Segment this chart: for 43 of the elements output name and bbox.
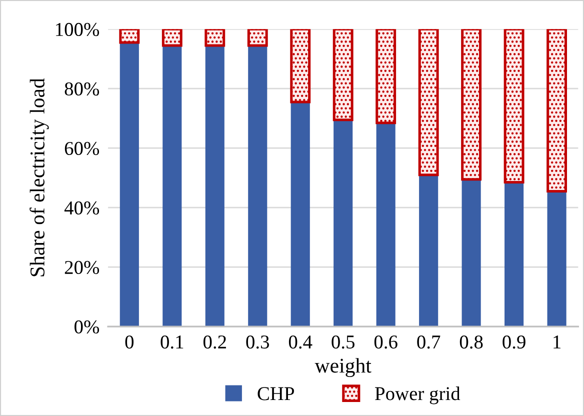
legend-label: CHP bbox=[258, 387, 294, 400]
bar bbox=[504, 182, 524, 327]
x-axis-title: weight bbox=[314, 358, 372, 378]
bar bbox=[332, 29, 354, 122]
bar bbox=[462, 178, 481, 327]
bar bbox=[204, 29, 226, 47]
bar bbox=[247, 29, 268, 47]
bar bbox=[546, 29, 568, 192]
x-tick-label: 0.8 bbox=[460, 335, 483, 349]
y-axis-title: Share of electricity load bbox=[30, 78, 49, 276]
bar bbox=[334, 119, 353, 327]
x-tick-label: 0.7 bbox=[417, 335, 440, 349]
x-tick-label: 0 bbox=[125, 335, 134, 349]
bar bbox=[504, 29, 524, 184]
bar bbox=[418, 29, 439, 176]
bar bbox=[419, 174, 438, 327]
y-tick-label: 20% bbox=[64, 260, 100, 274]
x-tick-label: 0.1 bbox=[160, 335, 184, 349]
bar bbox=[290, 101, 310, 327]
x-tick-label: 0.2 bbox=[203, 335, 226, 349]
bar bbox=[461, 29, 482, 181]
bar bbox=[205, 44, 224, 327]
x-tick-label: 0.9 bbox=[502, 335, 526, 349]
bar bbox=[119, 29, 140, 44]
x-tick-label: 0.5 bbox=[332, 335, 354, 349]
y-tick-label: 60% bbox=[64, 142, 100, 156]
bar bbox=[120, 42, 139, 327]
y-tick-label: 80% bbox=[64, 82, 100, 96]
bar bbox=[162, 44, 182, 327]
x-tick-label: 0.3 bbox=[246, 335, 270, 349]
y-tick-label: 0% bbox=[74, 320, 100, 334]
bar bbox=[248, 44, 268, 327]
x-tick-label: 0.4 bbox=[288, 335, 312, 349]
bar bbox=[376, 29, 396, 124]
x-tick-label: 0.6 bbox=[374, 335, 398, 349]
bar bbox=[376, 122, 396, 327]
bar bbox=[547, 190, 566, 327]
bar bbox=[290, 29, 311, 104]
x-tick-label: 1 bbox=[554, 336, 560, 348]
bar bbox=[162, 29, 182, 47]
y-tick-label: 100% bbox=[56, 22, 100, 36]
legend-label: Power grid bbox=[375, 386, 460, 404]
y-tick-label: 40% bbox=[64, 201, 100, 215]
